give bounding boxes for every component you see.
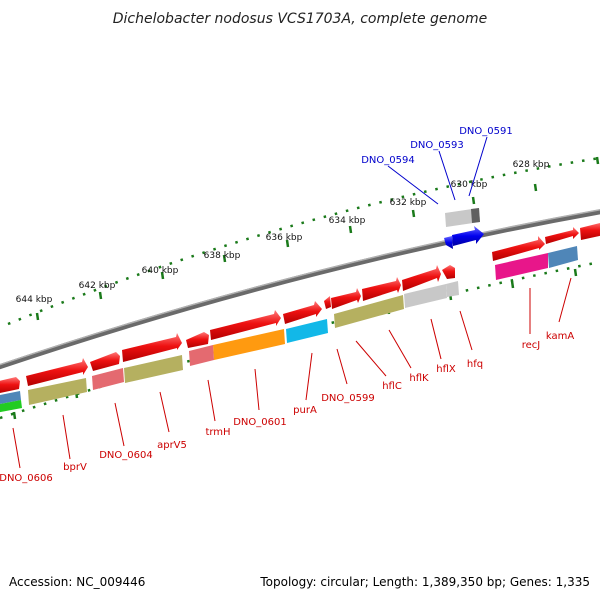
- gene-track-lower: [0, 246, 578, 413]
- gene-hflc-arrow: [331, 288, 361, 309]
- gene-hflk-arrow: [362, 277, 401, 301]
- gene-label[interactable]: DNO_0591: [459, 126, 513, 137]
- gene-aprv5-arrow: [122, 333, 182, 362]
- class-block-dno0606-a: [0, 391, 21, 405]
- gene-label[interactable]: recJ: [522, 340, 541, 351]
- class-block-trmh: [189, 345, 214, 366]
- scale-label: 638 kbp: [204, 251, 241, 261]
- class-block-hflk: [334, 295, 404, 328]
- gene-dno0591-block: [471, 208, 480, 223]
- gene-dno0606-arrow: [0, 377, 20, 393]
- gene-label[interactable]: DNO_0601: [233, 417, 287, 428]
- class-block-bprv: [28, 378, 87, 405]
- gene-label[interactable]: kamA: [546, 331, 574, 342]
- gene-hflx-arrow: [402, 265, 441, 291]
- gene-next-arrow: [580, 223, 600, 240]
- gene-label[interactable]: DNO_0604: [99, 450, 153, 461]
- leader-lines-red: [12, 277, 572, 469]
- gene-trmh-arrow: [186, 332, 209, 348]
- class-block-dno0601: [213, 329, 285, 360]
- class-block-hflx: [404, 284, 447, 308]
- scale-label: 636 kbp: [266, 233, 303, 243]
- gene-dno0601-arrow: [210, 310, 281, 340]
- class-block-kama: [548, 246, 578, 268]
- class-block-hfq: [446, 281, 459, 297]
- gene-label[interactable]: aprV5: [157, 440, 187, 451]
- class-block-pura: [286, 319, 328, 343]
- accession-text: Accession: NC_009446: [9, 575, 145, 589]
- gene-label[interactable]: hfq: [467, 359, 483, 370]
- gene-dno0604-arrow: [90, 352, 120, 371]
- gene-dno0594-arrow: [444, 236, 453, 249]
- gene-track-upper: [0, 208, 600, 393]
- scale-ruler-outer: [7, 156, 600, 326]
- gene-dno0593-arrow: [452, 226, 484, 246]
- gene-reccj-arrow: [492, 236, 545, 261]
- gene-label[interactable]: DNO_0599: [321, 393, 375, 404]
- scale-label: 642 kbp: [79, 281, 116, 291]
- scale-label: 640 kbp: [142, 266, 179, 276]
- scale-label: 634 kbp: [329, 216, 366, 226]
- scale-label: 630 kbp: [451, 180, 488, 190]
- gene-label[interactable]: hflC: [382, 381, 402, 392]
- gene-dno0599-arrow: [324, 296, 331, 309]
- gene-bprv-arrow: [26, 358, 88, 386]
- gene-kama-arrow: [545, 227, 579, 244]
- gene-label[interactable]: purA: [293, 405, 317, 416]
- scale-label: 644 kbp: [16, 295, 53, 305]
- gene-label[interactable]: bprV: [63, 462, 87, 473]
- summary-text: Topology: circular; Length: 1,389,350 bp…: [259, 575, 590, 589]
- gene-label[interactable]: DNO_0593: [410, 140, 464, 151]
- class-block-dno0606-b: [0, 400, 22, 413]
- leader-lines-blue: [387, 136, 488, 205]
- scale-label: 632 kbp: [390, 198, 427, 208]
- class-block-recj: [495, 253, 548, 280]
- scale-label: 628 kbp: [513, 160, 550, 170]
- gene-label[interactable]: trmH: [205, 427, 230, 438]
- gene-hfq-arrow: [442, 265, 455, 279]
- gene-label[interactable]: DNO_0606: [0, 473, 53, 484]
- map-title: Dichelobacter nodosus VCS1703A, complete…: [113, 11, 487, 27]
- genome-backbone: [0, 209, 600, 370]
- scale-inner-ticks: [12, 268, 578, 420]
- class-block-dno0604: [92, 368, 124, 390]
- gene-dno0593-block: [445, 208, 480, 227]
- gene-label[interactable]: DNO_0594: [361, 155, 415, 166]
- gene-label[interactable]: hflX: [436, 364, 456, 375]
- class-block-aprv5: [124, 355, 183, 383]
- scale-major-ticks: [35, 156, 600, 321]
- gene-pura-arrow: [283, 301, 322, 324]
- gene-label[interactable]: hflK: [409, 373, 429, 384]
- genome-backbone-highlight: [0, 209, 600, 366]
